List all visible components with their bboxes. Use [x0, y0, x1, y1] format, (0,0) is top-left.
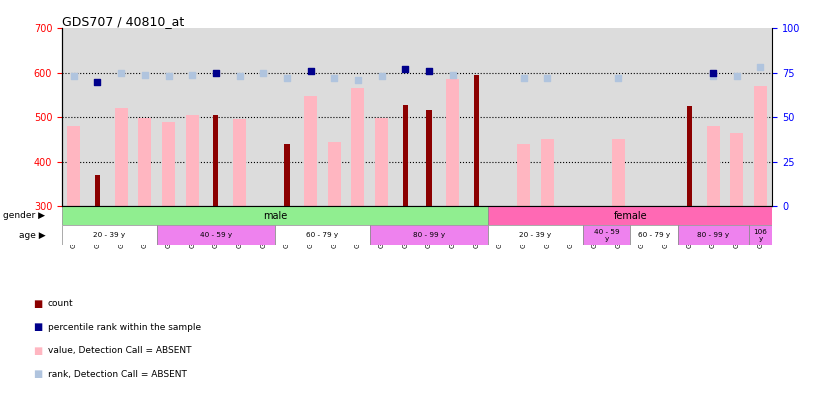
Bar — [275, 226, 370, 245]
Point — [233, 73, 246, 79]
Text: value, Detection Call = ABSENT: value, Detection Call = ABSENT — [48, 346, 192, 355]
Bar — [687, 106, 692, 206]
Bar — [426, 111, 431, 206]
Bar — [488, 206, 772, 226]
Text: ■: ■ — [33, 346, 42, 356]
Text: 40 - 59 y: 40 - 59 y — [200, 232, 232, 238]
Point — [706, 70, 719, 76]
Text: 80 - 99 y: 80 - 99 y — [697, 232, 729, 238]
Text: 60 - 79 y: 60 - 79 y — [638, 232, 670, 238]
Text: 60 - 79 y: 60 - 79 y — [306, 232, 339, 238]
Bar — [474, 75, 479, 206]
Text: 80 - 99 y: 80 - 99 y — [413, 232, 445, 238]
Point — [422, 68, 435, 74]
Text: 20 - 39 y: 20 - 39 y — [93, 232, 126, 238]
Bar — [706, 126, 719, 206]
Text: gender ▶: gender ▶ — [3, 211, 45, 220]
Bar — [583, 226, 630, 245]
Bar — [754, 86, 767, 206]
Point — [328, 75, 341, 81]
Text: rank, Detection Call = ABSENT: rank, Detection Call = ABSENT — [48, 370, 187, 379]
Bar — [162, 122, 175, 206]
Text: age ▶: age ▶ — [19, 231, 45, 240]
Point — [399, 66, 412, 72]
Point — [162, 73, 175, 79]
Bar — [67, 126, 80, 206]
Bar — [403, 105, 408, 206]
Point — [280, 75, 293, 81]
Bar — [304, 96, 317, 206]
Bar — [157, 226, 275, 245]
Point — [706, 73, 719, 79]
Point — [446, 71, 459, 78]
Bar — [488, 226, 583, 245]
Point — [186, 71, 199, 78]
Point — [375, 73, 388, 79]
Text: ■: ■ — [33, 322, 42, 332]
Bar — [115, 108, 128, 206]
Bar — [612, 139, 625, 206]
Bar — [446, 79, 459, 206]
Bar — [370, 226, 488, 245]
Bar — [677, 226, 748, 245]
Bar — [95, 175, 100, 206]
Point — [351, 77, 364, 83]
Point — [115, 70, 128, 76]
Point — [730, 73, 743, 79]
Bar — [62, 206, 488, 226]
Bar — [375, 119, 388, 206]
Text: 106
y: 106 y — [753, 229, 767, 242]
Point — [257, 70, 270, 76]
Bar — [186, 115, 199, 206]
Point — [517, 75, 530, 81]
Bar — [630, 226, 677, 245]
Point — [209, 70, 222, 76]
Bar — [213, 115, 218, 206]
Point — [138, 71, 151, 78]
Point — [754, 64, 767, 70]
Bar — [328, 142, 341, 206]
Bar — [233, 119, 246, 206]
Bar — [748, 226, 772, 245]
Text: 40 - 59
y: 40 - 59 y — [594, 229, 620, 242]
Text: ■: ■ — [33, 369, 42, 379]
Text: male: male — [263, 211, 287, 221]
Point — [67, 73, 80, 79]
Text: percentile rank within the sample: percentile rank within the sample — [48, 323, 201, 332]
Bar — [541, 139, 554, 206]
Text: ■: ■ — [33, 299, 42, 309]
Text: female: female — [614, 211, 647, 221]
Point — [612, 75, 625, 81]
Text: GDS707 / 40810_at: GDS707 / 40810_at — [62, 15, 184, 28]
Bar — [351, 88, 364, 206]
Bar — [138, 118, 151, 206]
Point — [541, 75, 554, 81]
Point — [91, 79, 104, 85]
Bar — [62, 226, 157, 245]
Text: 20 - 39 y: 20 - 39 y — [520, 232, 552, 238]
Bar — [517, 144, 530, 206]
Point — [304, 68, 317, 74]
Text: count: count — [48, 299, 74, 308]
Bar — [284, 144, 289, 206]
Bar — [730, 133, 743, 206]
